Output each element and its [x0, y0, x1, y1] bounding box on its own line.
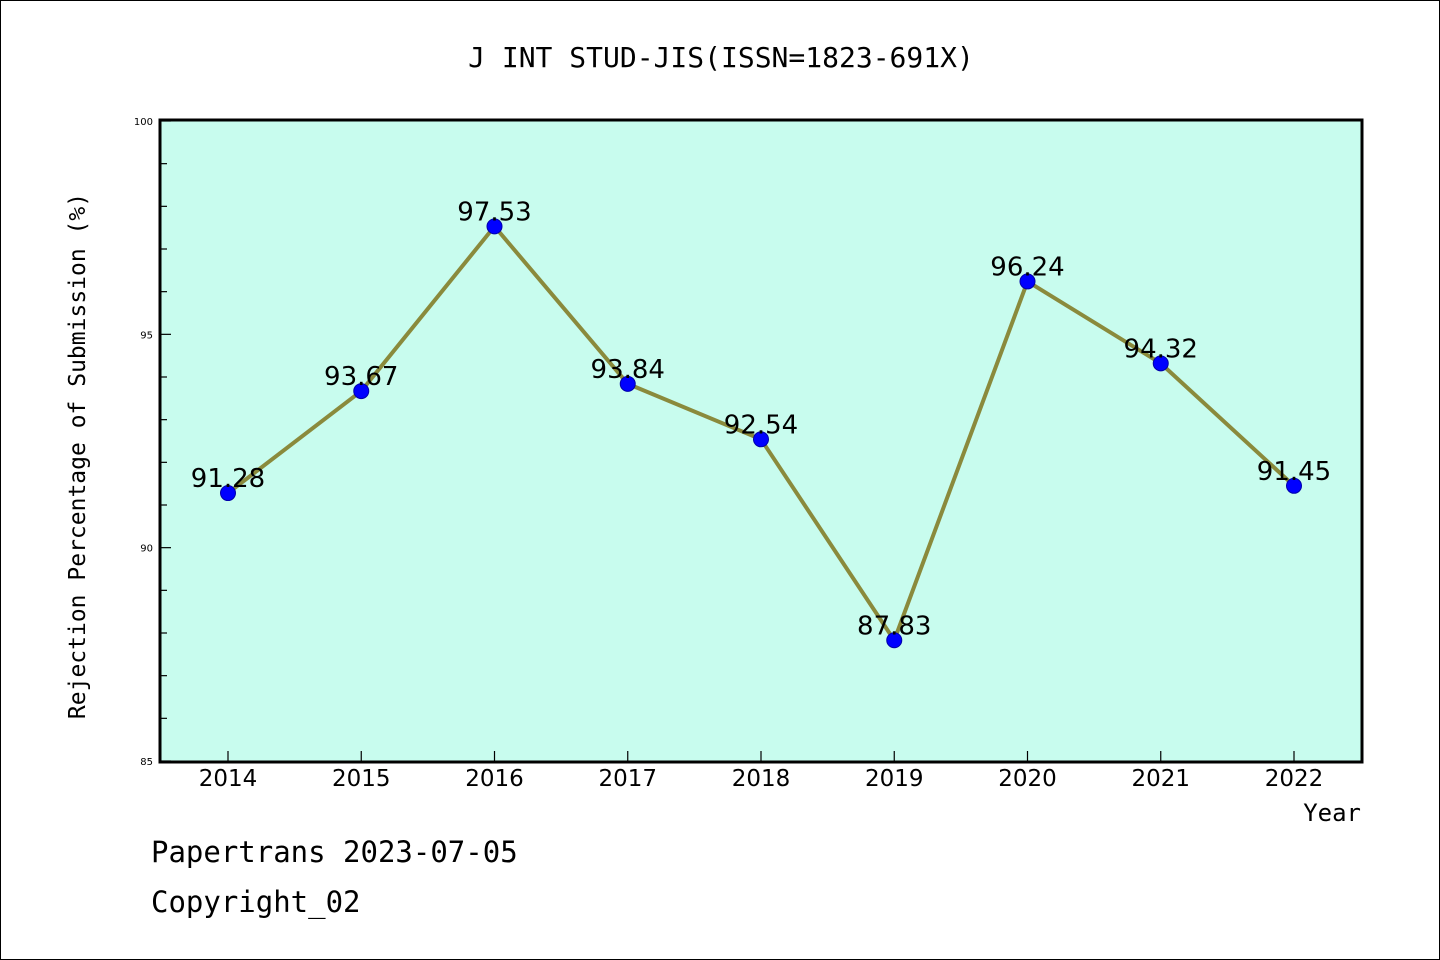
x-tick-label: 2015	[332, 766, 391, 792]
data-point-marker	[886, 632, 903, 649]
data-label: 87.83	[857, 611, 931, 641]
data-labels: 91.28 93.67 97.53 93.84 92.54 87.83 96.24 94.32…	[191, 197, 1331, 641]
x-tick-label: 2016	[465, 766, 524, 792]
data-label: 91.28	[191, 464, 265, 494]
footer-copyright: Copyright_02	[151, 885, 361, 919]
x-tick-label: 2021	[1131, 766, 1190, 792]
data-point-marker	[486, 218, 503, 235]
chart-title: J INT STUD-JIS(ISSN=1823-691X)	[468, 41, 974, 74]
x-tick-label: 2014	[199, 766, 258, 792]
data-label: 97.53	[457, 197, 531, 227]
data-point-marker	[619, 375, 636, 392]
data-point-marker	[1286, 477, 1302, 494]
x-tick-label: 2019	[865, 766, 924, 792]
data-point-marker	[353, 383, 370, 400]
data-point-marker	[1152, 355, 1169, 372]
x-axis-label: Year	[1303, 799, 1361, 827]
x-tick-label: 2020	[998, 766, 1057, 792]
x-axis: 2014 2015 2016 2017 2018 2019 2020 2021 2022	[199, 751, 1324, 792]
x-tick-label: 2022	[1265, 766, 1324, 792]
y-tick-label: 95	[140, 330, 153, 341]
x-tick-label: 2017	[598, 766, 657, 792]
data-point-marker	[753, 431, 769, 448]
y-axis: 85 90 95 100	[134, 117, 171, 768]
data-label: 93.84	[591, 355, 665, 385]
data-label: 92.54	[724, 410, 798, 440]
x-tick-label: 2018	[732, 766, 791, 792]
y-axis-label: Rejection Percentage of Submission (%)	[65, 193, 91, 719]
data-label: 93.67	[324, 362, 398, 392]
data-label: 96.24	[990, 252, 1064, 282]
footer-papertrans: Papertrans 2023-07-05	[151, 835, 518, 869]
y-tick-label: 90	[140, 544, 153, 555]
data-label: 94.32	[1124, 334, 1198, 364]
y-tick-label: 100	[134, 117, 153, 128]
y-tick-label: 85	[140, 757, 153, 768]
data-label: 91.45	[1257, 457, 1331, 487]
series-markers	[220, 218, 1302, 649]
data-point-marker	[1019, 273, 1036, 290]
data-point-marker	[220, 485, 236, 502]
